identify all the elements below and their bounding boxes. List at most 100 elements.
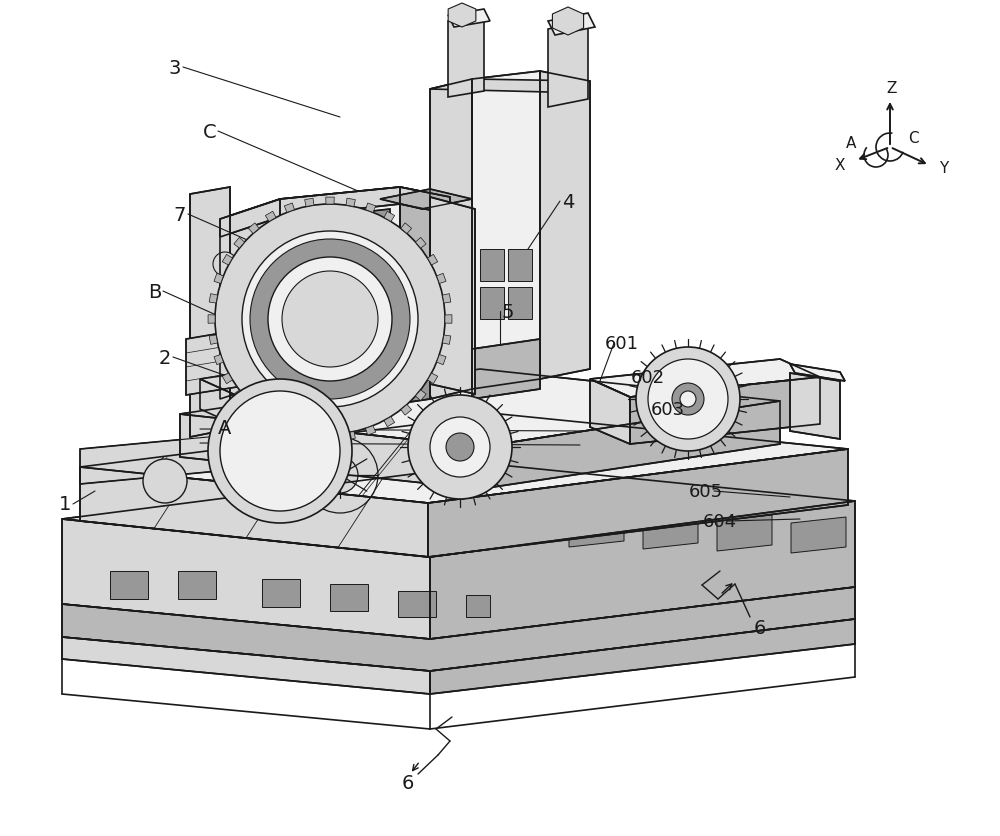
Text: 2: 2 [159,348,171,367]
Polygon shape [326,198,334,205]
Polygon shape [790,364,845,381]
Polygon shape [180,415,480,489]
Polygon shape [428,450,848,558]
Polygon shape [480,250,504,282]
Text: 4: 4 [562,192,574,212]
Text: 6: 6 [402,773,414,793]
Polygon shape [448,4,476,28]
Circle shape [268,257,392,381]
Polygon shape [220,188,450,237]
Polygon shape [548,22,588,108]
Text: Y: Y [939,161,948,176]
Text: X: X [834,158,845,173]
Polygon shape [717,515,772,551]
Circle shape [430,417,490,477]
Circle shape [322,457,358,493]
Polygon shape [62,588,855,671]
Polygon shape [495,509,550,545]
Polygon shape [508,288,532,319]
Polygon shape [214,355,223,365]
Polygon shape [200,380,240,427]
Polygon shape [415,390,426,401]
Polygon shape [200,352,430,398]
Circle shape [680,391,696,407]
Circle shape [242,232,418,407]
Polygon shape [472,339,540,400]
Polygon shape [262,579,300,607]
Polygon shape [401,223,412,234]
Text: Z: Z [887,80,897,95]
Polygon shape [325,365,357,391]
Polygon shape [448,10,490,28]
Polygon shape [330,584,368,611]
Polygon shape [208,315,215,324]
Polygon shape [245,378,277,404]
Circle shape [724,470,736,482]
Circle shape [636,348,740,451]
Polygon shape [540,72,590,380]
Circle shape [215,205,445,435]
Polygon shape [240,370,430,427]
Circle shape [648,359,728,440]
Polygon shape [445,315,452,324]
Polygon shape [472,72,540,390]
Polygon shape [442,294,451,303]
Polygon shape [366,204,376,213]
Polygon shape [790,374,840,440]
Polygon shape [280,188,400,380]
Text: 3: 3 [169,59,181,78]
Text: 601: 601 [605,334,639,353]
Polygon shape [80,467,428,558]
Polygon shape [265,212,276,222]
Polygon shape [62,637,430,694]
Polygon shape [80,435,240,484]
Polygon shape [791,517,846,553]
Polygon shape [466,595,490,617]
Polygon shape [448,16,484,98]
Text: 602: 602 [631,369,665,386]
Polygon shape [234,238,245,249]
Circle shape [250,240,410,400]
Polygon shape [400,188,450,380]
Polygon shape [480,401,780,489]
Polygon shape [548,14,595,36]
Circle shape [672,384,704,415]
Text: C: C [203,122,217,141]
Text: 603: 603 [651,400,685,419]
Polygon shape [552,8,584,36]
Text: B: B [148,283,162,301]
Polygon shape [305,199,314,207]
Text: 7: 7 [174,206,186,224]
Text: A: A [846,135,856,150]
Circle shape [208,380,352,523]
Polygon shape [569,512,624,548]
Circle shape [446,434,474,461]
Text: C: C [908,130,919,145]
Polygon shape [326,435,334,441]
Polygon shape [180,370,780,447]
Polygon shape [300,210,390,359]
Polygon shape [284,204,294,213]
Polygon shape [209,335,218,345]
Text: 1: 1 [59,495,71,514]
Text: 605: 605 [689,482,723,501]
Circle shape [114,487,126,499]
Polygon shape [62,519,430,640]
Polygon shape [222,374,232,385]
Polygon shape [384,417,395,427]
Polygon shape [190,188,230,437]
Polygon shape [508,250,532,282]
Polygon shape [186,324,275,395]
Polygon shape [398,591,436,617]
Polygon shape [80,415,848,503]
Circle shape [143,460,187,503]
Polygon shape [430,502,855,640]
Polygon shape [590,380,630,445]
Polygon shape [248,405,259,415]
Polygon shape [430,80,472,400]
Circle shape [644,476,656,487]
Polygon shape [366,426,376,436]
Polygon shape [209,294,218,303]
Polygon shape [401,405,412,415]
Circle shape [282,272,378,368]
